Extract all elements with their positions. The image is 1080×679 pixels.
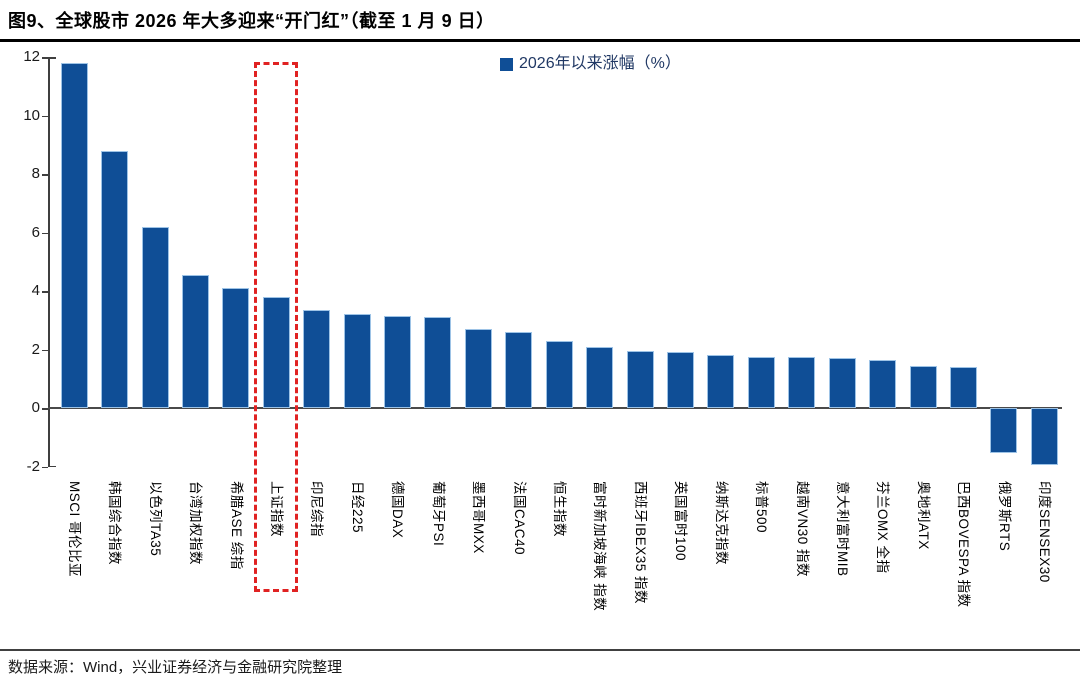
y-axis-label: 10 [23,106,40,124]
x-axis-label: 芬兰OMX 全指 [875,481,891,574]
bar [990,408,1018,454]
bar [667,352,694,408]
x-axis-label: 标普500 [754,481,770,534]
x-axis-label: 韩国综合指数 [107,481,123,565]
x-axis-label: 富时新加坡海峡 指数 [592,481,608,612]
bar [545,340,573,408]
bar [464,329,492,408]
bar [586,346,614,408]
y-axis-label: 8 [31,165,40,182]
y-axis-label: 4 [31,282,40,299]
bar [828,358,856,408]
y-axis-tick [42,174,48,176]
y-axis-cap [49,57,56,59]
bar [303,310,331,408]
data-source: 数据来源：Wind，兴业证券经济与金融研究院整理 [8,659,343,676]
bar [101,150,129,408]
y-axis-label: -2 [26,457,40,475]
x-axis-label: 台湾加权指数 [188,481,204,565]
x-axis-label: 印尼综指 [309,481,325,537]
bar [60,62,88,408]
y-axis-tick [42,466,48,468]
highlight-dashed-box [254,62,299,592]
y-axis-label: 12 [23,48,40,65]
bar [626,350,654,408]
y-axis-tick [42,57,48,59]
bar [424,317,452,408]
y-axis-tick [42,115,48,117]
y-axis-cap [49,465,56,467]
source-divider [0,649,1080,651]
x-axis-label: 希腊ASE 综指 [228,481,244,570]
x-axis-label: 德国DAX [390,481,406,539]
x-axis-label: 法国CAC40 [511,481,527,556]
bar [1030,408,1058,466]
x-axis-label: 日经225 [349,481,365,534]
x-axis-label: 西班牙IBEX35 指数 [632,481,648,605]
x-axis-label: 俄罗斯RTS [996,481,1012,552]
legend-square-icon [500,57,513,71]
y-axis-label: 0 [31,399,40,416]
x-axis-label: 越南VN30 指数 [794,481,810,578]
bar [141,226,169,408]
y-axis-tick [42,408,48,410]
chart-title: 图9、全球股市 2026 年大多迎来“开门红”（截至 1 月 9 日） [8,11,495,31]
legend-label: 2026年以来涨幅（%） [519,55,681,72]
x-axis-label: 以色列TA35 [147,481,163,557]
bar [384,315,412,408]
bar [222,288,250,408]
x-axis-baseline [48,407,1062,409]
x-axis-label: 墨西哥MXX [471,481,487,554]
x-axis-label: 意大利富时MIB [834,481,850,577]
bar [949,367,977,408]
bar [909,365,937,408]
bar [788,356,816,408]
x-axis-label: 巴西BOVESPA 指数 [956,481,972,608]
x-axis-label: 奥地利ATX [915,481,931,550]
y-axis-label: 2 [31,340,40,358]
bar [181,274,209,408]
x-axis-label: 英国富时100 [673,481,689,562]
y-axis-tick [42,291,48,293]
x-axis-label: 纳斯达克指数 [713,481,729,565]
bar [343,314,371,408]
bar [869,359,897,408]
bar [505,331,533,408]
x-axis-label: 葡萄牙PSI [430,481,446,547]
y-axis-spine [48,57,50,467]
y-axis-tick [42,232,48,234]
title-divider [0,39,1080,42]
y-axis-tick [42,349,48,351]
x-axis-label: 印度SENSEX30 [1037,481,1053,583]
x-axis-label: 恒生指数 [552,481,567,537]
y-axis-label: 6 [31,223,40,241]
x-axis-label: MSCI 哥伦比亚 [66,481,82,578]
bar [747,356,775,408]
chart-legend: 2026年以来涨幅（%） [500,55,681,73]
bar [262,296,290,408]
bar-chart: 2026年以来涨幅（%） 12 10 8 6 4 2 0 -2 MSCI 哥伦比亚 韩国综合指数 以… [23,48,1062,612]
bar [707,355,735,408]
